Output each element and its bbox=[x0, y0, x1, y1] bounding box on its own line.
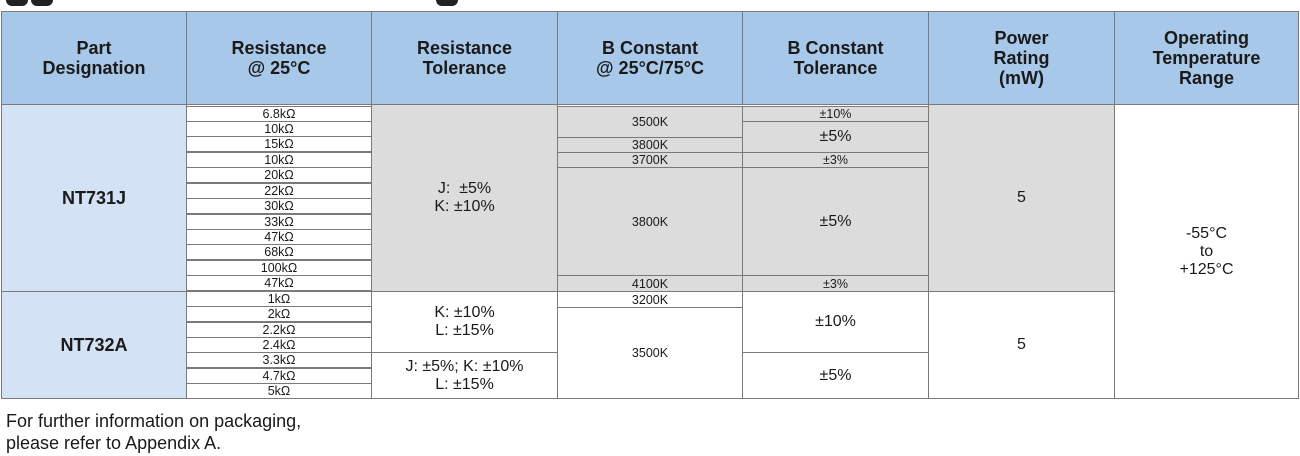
part-nt732a: NT732A bbox=[1, 291, 187, 399]
operating-temperature-range: -55°C to +125°C bbox=[1114, 104, 1299, 399]
footer-line: please refer to Appendix A. bbox=[6, 433, 222, 453]
header-b-constant-tolerance: B Constant Tolerance bbox=[742, 11, 929, 105]
resistance-cell: 15kΩ bbox=[186, 136, 372, 152]
resistance-cell: 68kΩ bbox=[186, 244, 372, 260]
resistance-cell: 47kΩ bbox=[186, 275, 372, 291]
resistance-cell: 1kΩ bbox=[186, 291, 372, 307]
b-tolerance-cell: ±10% bbox=[742, 291, 929, 353]
resistance-cell: 6.8kΩ bbox=[186, 106, 372, 122]
b-tolerance-cell: ±10% bbox=[742, 106, 929, 122]
resistance-cell: 4.7kΩ bbox=[186, 368, 372, 384]
resistance-cell: 33kΩ bbox=[186, 214, 372, 230]
b-constant-cell: 3800K bbox=[557, 167, 743, 276]
resistance-cell: 2.4kΩ bbox=[186, 337, 372, 353]
b-constant-cell: 3800K bbox=[557, 137, 743, 153]
res-tolerance-line: J: ±5%; K: ±10% bbox=[405, 357, 524, 375]
resistance-cell: 22kΩ bbox=[186, 183, 372, 199]
temp-line: +125°C bbox=[1179, 260, 1234, 278]
header-part-designation: Part Designation bbox=[1, 11, 187, 105]
power-rating-nt731j: 5 bbox=[928, 104, 1115, 292]
resistance-cell: 3.3kΩ bbox=[186, 352, 372, 368]
b-constant-cell: 3200K bbox=[557, 291, 743, 308]
b-constant-cell: 3500K bbox=[557, 106, 743, 138]
resistance-cell: 20kΩ bbox=[186, 167, 372, 183]
res-tolerance-line: L: ±15% bbox=[435, 375, 494, 393]
header-resistance-tolerance: Resistance Tolerance bbox=[371, 11, 558, 105]
part-nt731j: NT731J bbox=[1, 104, 187, 292]
resistance-cell: 100kΩ bbox=[186, 260, 372, 276]
res-tolerance-line: K: ±10% bbox=[434, 304, 495, 321]
b-tolerance-cell: ±5% bbox=[742, 352, 929, 399]
resistance-cell: 2kΩ bbox=[186, 306, 372, 322]
clipped-title-fragment bbox=[0, 0, 1300, 9]
b-tolerance-cell: ±3% bbox=[742, 152, 929, 168]
res-tolerance-nt732a-a: K: ±10% L: ±15% bbox=[371, 291, 558, 353]
header-operating-temperature: Operating Temperature Range bbox=[1114, 11, 1299, 105]
b-constant-cell: 3700K bbox=[557, 152, 743, 168]
res-tolerance-line: L: ±15% bbox=[435, 322, 494, 339]
b-constant-cell: 3500K bbox=[557, 307, 743, 399]
b-tolerance-cell: ±3% bbox=[742, 275, 929, 292]
resistance-cell: 47kΩ bbox=[186, 229, 372, 245]
resistance-cell: 5kΩ bbox=[186, 383, 372, 399]
res-tolerance-line: K: ±10% bbox=[434, 198, 495, 215]
header-resistance: Resistance @ 25°C bbox=[186, 11, 372, 105]
resistance-cell: 10kΩ bbox=[186, 152, 372, 168]
b-tolerance-cell: ±5% bbox=[742, 121, 929, 153]
resistance-cell: 2.2kΩ bbox=[186, 322, 372, 338]
res-tolerance-nt732a-b: J: ±5%; K: ±10% L: ±15% bbox=[371, 352, 558, 399]
b-constant-cell: 4100K bbox=[557, 275, 743, 292]
power-rating-nt732a: 5 bbox=[928, 291, 1115, 399]
footer-note: For further information on packaging, pl… bbox=[6, 410, 301, 454]
res-tolerance-nt731j: J: ±5% K: ±10% bbox=[371, 104, 558, 292]
b-tolerance-cell: ±5% bbox=[742, 167, 929, 276]
temp-line: to bbox=[1199, 242, 1214, 260]
resistance-cell: 10kΩ bbox=[186, 121, 372, 137]
temp-line: -55°C bbox=[1185, 224, 1228, 242]
footer-line: For further information on packaging, bbox=[6, 411, 302, 431]
res-tolerance-line: J: ±5% bbox=[437, 180, 492, 197]
header-power-rating: Power Rating (mW) bbox=[928, 11, 1115, 105]
resistance-cell: 30kΩ bbox=[186, 198, 372, 214]
header-b-constant: B Constant @ 25°C/75°C bbox=[557, 11, 743, 105]
